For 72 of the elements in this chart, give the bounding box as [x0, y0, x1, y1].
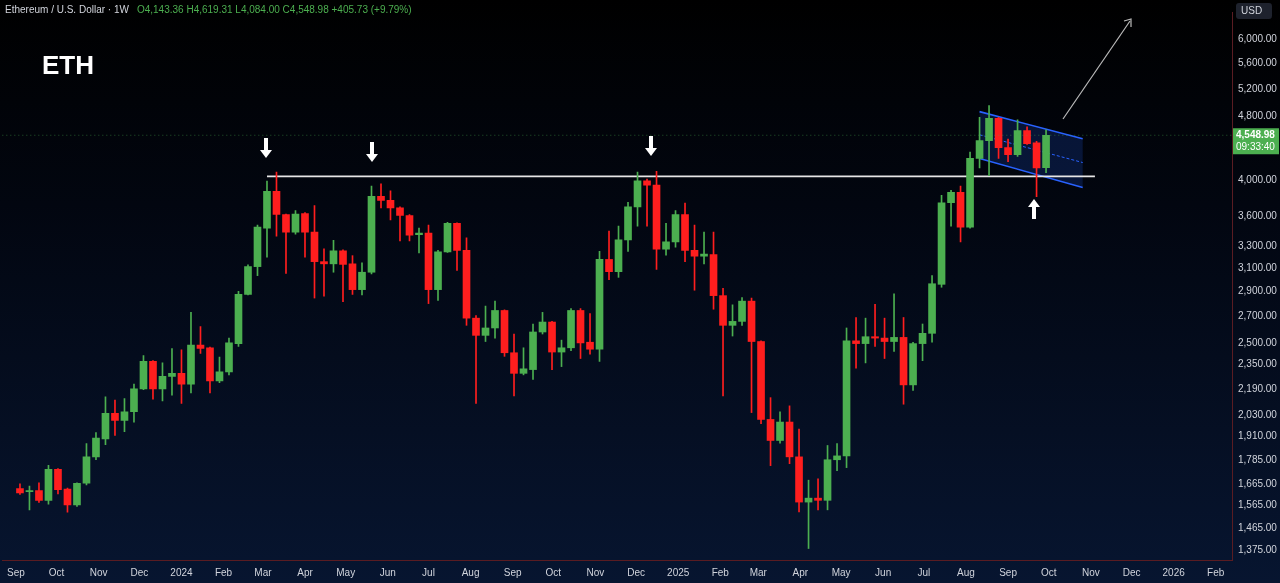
candlestick: [871, 303, 879, 347]
candlestick: [320, 248, 328, 297]
candlestick: [586, 313, 594, 355]
y-tick-label: 5,600.00: [1238, 56, 1278, 68]
y-tick-label: 2,190.00: [1238, 382, 1278, 394]
candlestick: [833, 443, 841, 471]
x-tick-label: Dec: [1122, 566, 1141, 578]
candlestick: [814, 478, 822, 511]
x-tick-label: Oct: [48, 566, 65, 578]
candlestick: [339, 249, 347, 303]
annotation: O4,143.36 H4,619.31 L4,084.00 C4,548.98 +405.73 (+9.79%): [136, 4, 412, 15]
x-tick-label: Oct: [1040, 566, 1057, 578]
y-tick-label: 1,665.00: [1238, 477, 1278, 489]
x-tick-label: Feb: [214, 566, 233, 578]
y-tick-label: 2,500.00: [1238, 336, 1278, 348]
x-tick-label: Jun: [875, 566, 892, 578]
y-tick-label: 2,350.00: [1238, 358, 1278, 370]
x-tick-label: Feb: [1207, 566, 1225, 578]
x-tick-label: Jun: [379, 566, 396, 578]
text: USD: [1236, 3, 1272, 19]
candlestick: [890, 293, 898, 352]
candlestick: [700, 231, 708, 265]
text: 09:33:40: [1236, 141, 1276, 153]
y-tick-label: 1,910.00: [1238, 430, 1278, 442]
x-tick-label: Mar: [749, 566, 768, 578]
candlestick: [643, 178, 651, 227]
x-tick-label: Oct: [545, 566, 562, 578]
y-tick-label: 1,465.00: [1238, 522, 1278, 534]
y-tick-label: 4,800.00: [1238, 110, 1278, 122]
candlestick: [396, 206, 404, 242]
x-tick-label: 2024: [170, 566, 194, 578]
x-tick-label: 2026: [1162, 566, 1186, 578]
x-tick-label: Aug: [957, 566, 975, 578]
x-tick-label: Jul: [917, 566, 931, 578]
y-tick-label: 5,200.00: [1238, 82, 1278, 94]
x-tick-label: Mar: [254, 566, 273, 578]
candlestick: [852, 317, 860, 369]
y-tick-label: 2,700.00: [1238, 309, 1278, 321]
x-tick-label: May: [831, 566, 851, 578]
chart-subtitle: Ethereum / U.S. Dollar · 1W: [5, 4, 129, 15]
x-tick-label: Dec: [130, 566, 149, 578]
x-tick-label: 2025: [667, 566, 690, 578]
x-tick-label: Sep: [999, 566, 1018, 578]
x-tick-label: Nov: [1081, 566, 1100, 578]
candlestick: [377, 183, 385, 209]
x-tick-label: Dec: [627, 566, 646, 578]
x-tick-label: Nov: [586, 566, 605, 578]
candlestick: [472, 315, 480, 404]
y-tick-label: 3,600.00: [1238, 210, 1278, 222]
candlestick: [415, 227, 423, 254]
y-tick-label: 1,785.00: [1238, 453, 1278, 465]
y-tick-label: 3,100.00: [1238, 262, 1278, 274]
y-tick-label: 1,565.00: [1238, 499, 1278, 511]
x-tick-label: Nov: [89, 566, 108, 578]
x-tick-label: Sep: [7, 566, 26, 578]
x-tick-label: Apr: [792, 566, 809, 578]
ref-line-label: 4,548.98: [1236, 129, 1276, 141]
y-tick-label: 1,375.00: [1238, 544, 1278, 556]
y-tick-label: 4,000.00: [1238, 173, 1278, 185]
y-tick-label: 3,300.00: [1238, 240, 1278, 252]
candlestick: [111, 399, 119, 436]
y-tick-label: 2,030.00: [1238, 408, 1278, 420]
text: ETH: [42, 50, 94, 81]
y-tick-label: 2,900.00: [1238, 285, 1278, 297]
y-tick-label: 6,000.00: [1238, 32, 1278, 44]
x-tick-label: Aug: [461, 566, 480, 578]
candlestick: [168, 348, 176, 396]
x-tick-label: Jul: [422, 566, 435, 578]
x-tick-label: Sep: [503, 566, 522, 578]
x-tick-label: May: [336, 566, 356, 578]
x-tick-label: Apr: [297, 566, 314, 578]
x-tick-label: Feb: [711, 566, 730, 578]
